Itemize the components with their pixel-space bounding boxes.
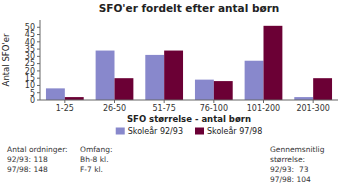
footnote: 92/93: 118	[7, 155, 48, 164]
x-tick-label: 76-100	[200, 104, 228, 113]
title: SFO'er fordelt efter antal børn	[99, 2, 280, 14]
legend: Skoleår 92/93 Skoleår 97/98	[116, 126, 263, 136]
footnote: Omfang:	[80, 145, 113, 154]
footnote: F-7 kl.	[80, 165, 103, 174]
bars	[46, 26, 332, 100]
bar	[195, 80, 214, 100]
footnote: 92/93: 73	[270, 165, 309, 174]
footnote: Gennemsnitlig	[270, 145, 325, 154]
x-tick-label: 101-200	[247, 104, 280, 113]
x-tick	[114, 100, 115, 103]
bar	[245, 61, 264, 100]
footnote: 97/98: 148	[7, 165, 48, 174]
x-tick	[64, 100, 65, 103]
bar	[46, 88, 65, 100]
x-axis: 1-25 26-50 51-75 76-100 101-200 201-300	[40, 100, 338, 113]
x-axis-label: SFO størrelse - antal børn	[127, 114, 251, 124]
x-tick	[164, 100, 165, 103]
legend-label: Skoleår 92/93	[128, 126, 183, 136]
x-tick	[313, 100, 314, 103]
bar	[145, 55, 164, 100]
x-tick-label: 201-300	[296, 104, 329, 113]
bar	[115, 78, 134, 100]
bar	[313, 78, 332, 100]
footnote: 97/98: 104	[270, 175, 311, 184]
x-tick-label: 26-50	[103, 104, 126, 113]
bar	[214, 81, 233, 100]
y-axis-label: Antal SFO'er	[1, 33, 11, 86]
x-axis-line	[40, 100, 338, 101]
y-tick-label: 50	[25, 23, 35, 32]
x-tick-label: 1-25	[56, 104, 74, 113]
footnote: størrelse:	[270, 155, 305, 164]
x-tick-label: 51-75	[153, 104, 176, 113]
footnote: Bh-8 kl.	[80, 155, 109, 164]
bar	[164, 51, 183, 100]
footnote: Antal ordninger:	[7, 145, 68, 154]
legend-label: Skoleår 97/98	[207, 126, 262, 136]
chart-container: SFO'er fordelt efter antal børn 051015202…	[0, 0, 346, 195]
footnotes: Antal ordninger:92/93: 11897/98: 148 Omfa…	[7, 145, 325, 184]
x-tick	[263, 100, 264, 103]
x-tick	[213, 100, 214, 103]
y-axis-line	[40, 20, 41, 100]
legend-swatch	[195, 128, 204, 135]
chart: SFO'er fordelt efter antal børn 051015202…	[0, 0, 346, 195]
legend-swatch	[116, 128, 125, 135]
bar	[264, 26, 283, 100]
bar	[96, 51, 115, 100]
y-axis: 05101520253035404550	[25, 20, 40, 105]
